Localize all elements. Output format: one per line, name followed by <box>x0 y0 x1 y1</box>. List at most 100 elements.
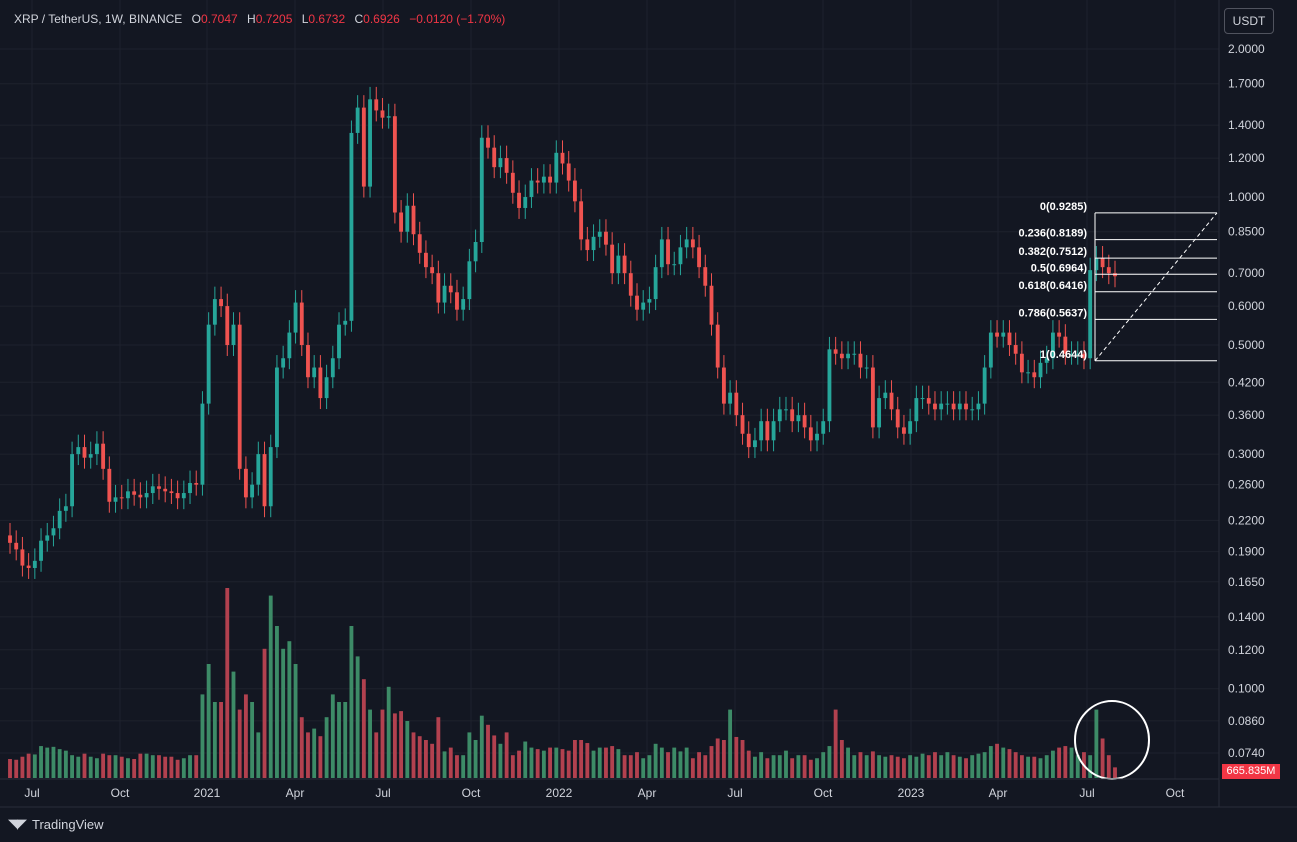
price-tick-label: 0.2600 <box>1228 478 1265 492</box>
volume-bar <box>914 756 919 778</box>
volume-bar <box>554 747 559 778</box>
time-tick-label: Jul <box>24 786 39 800</box>
volume-bar <box>82 753 87 778</box>
volume-bar <box>138 753 143 778</box>
volume-bar <box>870 751 875 778</box>
candle-body <box>1069 353 1074 355</box>
candle-body <box>504 158 509 173</box>
volume-bar <box>771 755 776 778</box>
low-label: L <box>301 12 309 26</box>
volume-bar <box>920 753 925 778</box>
volume-bar <box>1019 755 1024 778</box>
volume-bar <box>306 732 310 778</box>
volume-bar <box>318 736 323 778</box>
candle-body <box>212 299 217 325</box>
volume-bar <box>150 755 155 778</box>
candle-body <box>982 367 987 404</box>
candle-body <box>610 244 615 274</box>
candle-body <box>784 409 788 411</box>
candle-body <box>771 421 776 441</box>
candle-body <box>368 99 372 187</box>
candle-body <box>150 486 155 494</box>
candle-body <box>76 447 81 455</box>
hand-drawn-circle <box>1074 700 1150 780</box>
candle-body <box>672 264 677 266</box>
volume-bar <box>206 664 211 778</box>
candle-body <box>908 421 913 434</box>
candle-body <box>57 510 62 529</box>
volume-bar <box>63 750 68 778</box>
volume-bar <box>1013 752 1018 778</box>
time-tick-label: Oct <box>1166 786 1185 800</box>
candle-body <box>126 491 130 499</box>
price-axis: 2.0000 1.7000 1.4000 1.2000 1.0000 0.8500 0.70… <box>1228 42 1265 760</box>
candle-body <box>436 273 441 303</box>
candle-body <box>995 332 999 337</box>
candle-body <box>653 267 658 300</box>
candle-body <box>728 392 733 404</box>
volume-bar <box>852 755 857 778</box>
volume-bar <box>957 756 962 778</box>
tradingview-icon: ◥◤ <box>8 816 27 831</box>
high-value: 0.7205 <box>255 12 293 26</box>
volume-bar <box>523 741 528 778</box>
volume-bar <box>597 747 602 778</box>
symbol-name: XRP / TetherUS, 1W, BINANCE <box>14 12 183 26</box>
candle-body <box>870 367 875 428</box>
candle-body <box>833 349 838 354</box>
fib-level-label: 0.786(0.5637) <box>1019 307 1088 319</box>
candle-body <box>225 306 230 346</box>
fib-level-label: 0(0.9285) <box>1040 201 1087 213</box>
volume-bar <box>1094 709 1099 778</box>
candle-body <box>306 345 310 378</box>
candle-body <box>26 565 31 568</box>
candle-body <box>417 234 422 253</box>
candle-body <box>926 398 931 404</box>
tradingview-logo[interactable]: ◥◤ TradingView <box>8 816 104 832</box>
volume-bar <box>604 747 608 778</box>
volume-bar <box>417 736 422 778</box>
candle-body <box>846 353 850 359</box>
tradingview-text: TradingView <box>32 816 104 832</box>
volume-bar <box>541 750 546 778</box>
volume-bar <box>14 759 19 778</box>
candle-body <box>163 488 168 492</box>
candle-body <box>678 247 683 265</box>
volume-bar <box>510 755 515 778</box>
candle-body <box>330 358 335 378</box>
volume-bar <box>703 755 708 778</box>
volume-bar <box>262 648 267 778</box>
candle-body <box>765 421 770 441</box>
volume-bar <box>777 755 782 778</box>
candle-body <box>951 403 956 410</box>
volume-bar <box>839 740 844 778</box>
candle-body <box>821 421 826 434</box>
candle-body <box>914 398 919 422</box>
volume-bar <box>8 759 12 778</box>
volume-bar <box>126 758 130 778</box>
volume-bar <box>57 749 62 778</box>
volume-bar <box>908 755 913 778</box>
candle-body <box>299 302 304 346</box>
volume-bar <box>281 648 286 778</box>
volume-bar <box>628 755 633 778</box>
candle-body <box>88 454 93 458</box>
currency-button[interactable]: USDT <box>1224 8 1274 34</box>
volume-bar <box>1050 750 1055 778</box>
volume-bar <box>821 752 826 778</box>
volume-bar <box>784 750 788 778</box>
price-tick-label: 0.3000 <box>1228 447 1265 461</box>
volume-bar <box>442 751 447 778</box>
volume-bar <box>225 588 230 778</box>
candle-body <box>1088 270 1093 359</box>
candle-body <box>231 324 236 346</box>
candle-body <box>219 299 223 307</box>
volume-bar <box>1100 738 1105 778</box>
volume-bar <box>641 758 646 778</box>
fib-level-label: 1(0.4644) <box>1040 349 1087 361</box>
volume-bar <box>448 747 453 778</box>
candle-body <box>275 367 279 448</box>
time-tick-label: Oct <box>462 786 481 800</box>
candle-body <box>895 409 900 428</box>
